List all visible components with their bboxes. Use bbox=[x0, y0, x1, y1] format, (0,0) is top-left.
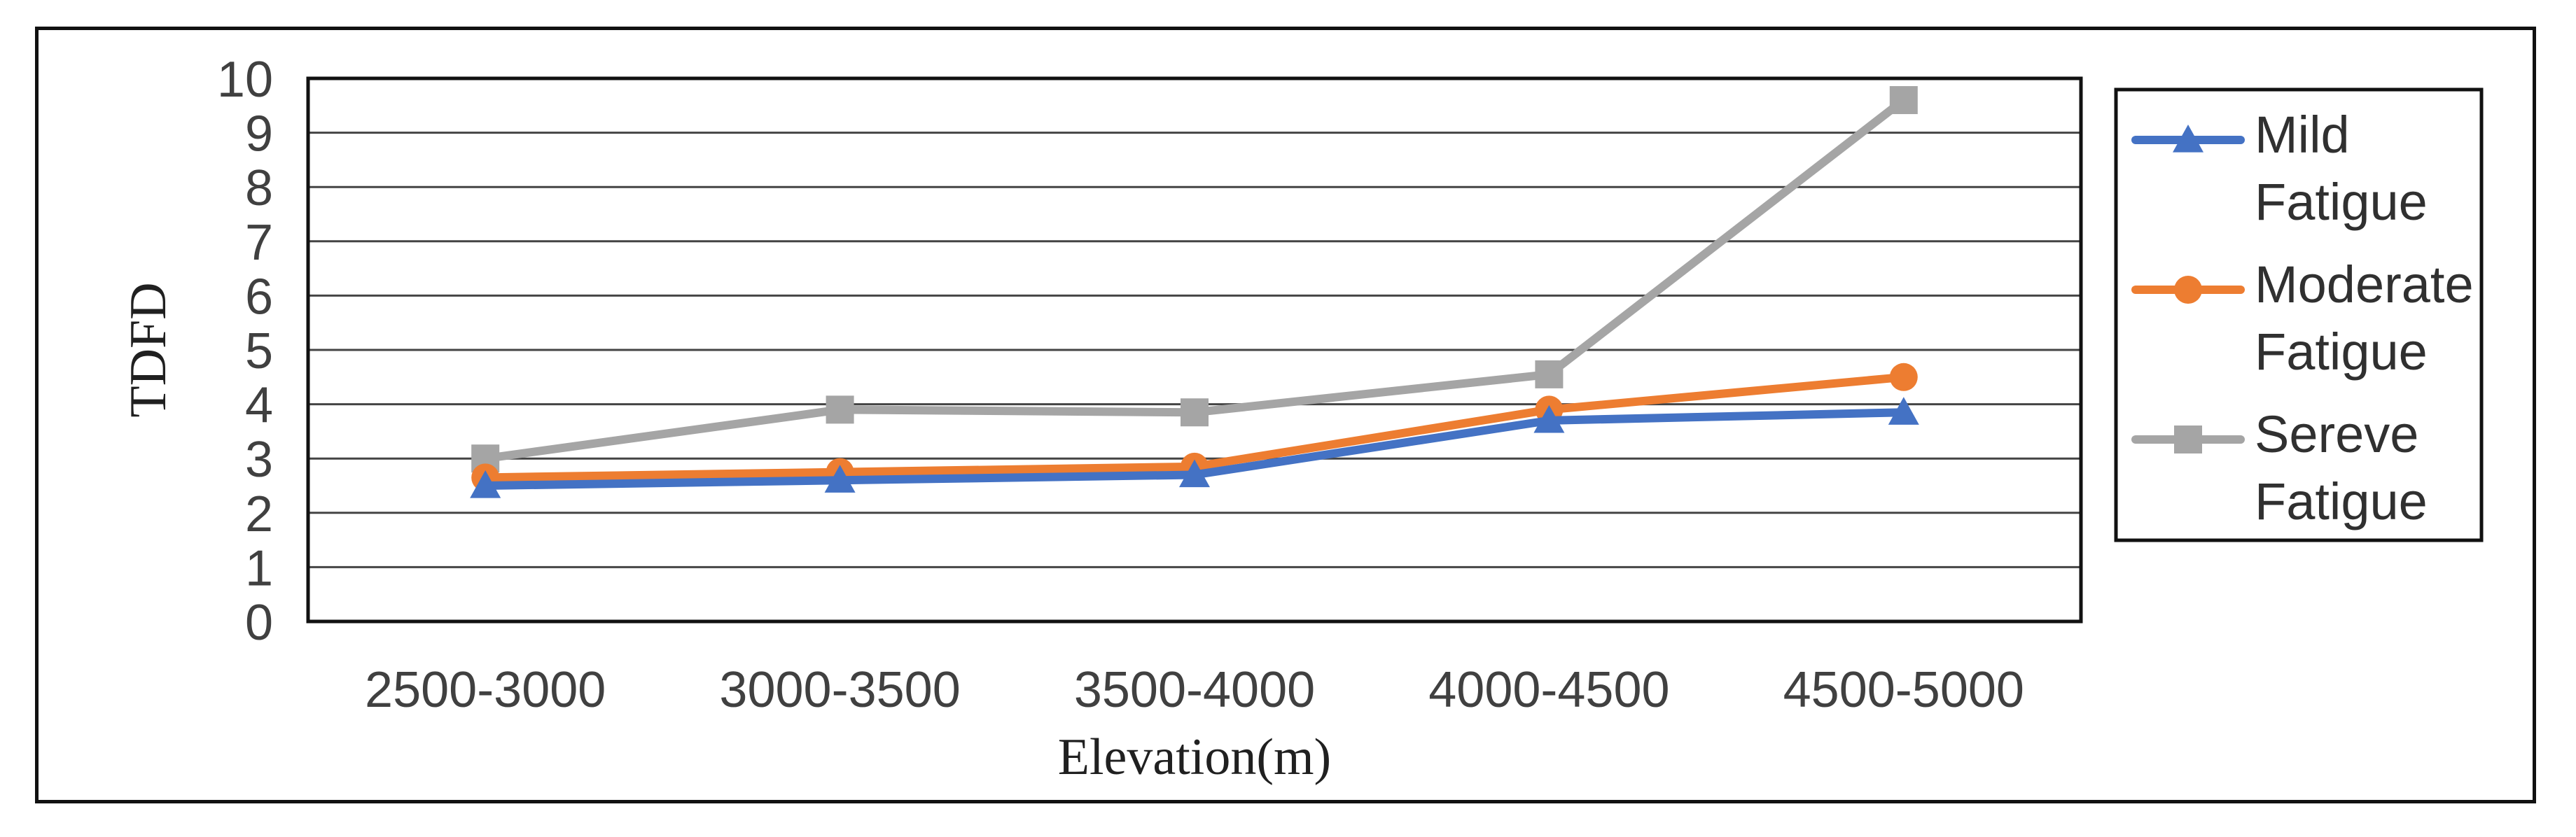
data-point bbox=[824, 465, 856, 493]
legend-entry: Sereve Fatigue bbox=[2131, 405, 2428, 530]
y-tick-label: 4 bbox=[245, 378, 273, 434]
y-tick-label: 0 bbox=[245, 595, 273, 651]
data-point bbox=[1179, 459, 1210, 488]
data-point bbox=[826, 395, 854, 424]
series bbox=[470, 86, 1919, 498]
legend-label: Mild bbox=[2255, 106, 2350, 164]
gridlines bbox=[308, 132, 2081, 568]
y-axis-title: TDFD bbox=[120, 282, 177, 417]
x-axis-ticks: 2500-3000 3000-3500 3500-4000 4000-4500 4500… bbox=[365, 662, 2024, 718]
x-tick-label: 4000-4500 bbox=[1428, 662, 1669, 718]
data-point bbox=[470, 470, 501, 498]
y-tick-label: 10 bbox=[217, 52, 273, 108]
y-tick-label: 3 bbox=[245, 432, 273, 488]
y-tick-label: 1 bbox=[245, 540, 273, 596]
data-point bbox=[1889, 86, 1918, 115]
legend bbox=[2114, 87, 2484, 542]
legend-label: Fatigue bbox=[2255, 173, 2428, 231]
legend-label: Moderate bbox=[2255, 255, 2474, 314]
data-point bbox=[1535, 360, 1564, 388]
data-point bbox=[1181, 398, 1209, 427]
plot-area bbox=[306, 76, 2083, 624]
legend-entry: Mild Fatigue bbox=[2131, 106, 2428, 231]
y-tick-label: 5 bbox=[245, 323, 273, 379]
y-tick-label: 2 bbox=[245, 486, 273, 542]
x-tick-label: 4500-5000 bbox=[1783, 662, 2024, 718]
y-tick-label: 6 bbox=[245, 269, 273, 325]
legend-entries: Mild Fatigue Moderate Fatigue Sereve Fatigue bbox=[2131, 106, 2474, 530]
data-point bbox=[1533, 405, 1565, 433]
legend-marker bbox=[2173, 125, 2203, 153]
y-tick-label: 9 bbox=[245, 106, 273, 162]
legend-marker bbox=[2174, 276, 2202, 304]
legend-marker bbox=[2174, 425, 2202, 453]
y-tick-label: 8 bbox=[245, 160, 273, 216]
legend-entry: Moderate Fatigue bbox=[2131, 255, 2474, 381]
data-point bbox=[1889, 363, 1918, 391]
x-tick-label: 3500-4000 bbox=[1074, 662, 1315, 718]
x-tick-label: 3000-3500 bbox=[719, 662, 960, 718]
legend-label: Fatigue bbox=[2255, 323, 2428, 381]
legend-label: Fatigue bbox=[2255, 472, 2428, 530]
x-tick-label: 2500-3000 bbox=[365, 662, 606, 718]
y-tick-label: 7 bbox=[245, 215, 273, 271]
legend-label: Sereve bbox=[2255, 405, 2418, 463]
data-point bbox=[1888, 397, 1919, 425]
x-axis-title: Elevation(m) bbox=[1058, 729, 1331, 786]
series-0 bbox=[470, 397, 1919, 498]
